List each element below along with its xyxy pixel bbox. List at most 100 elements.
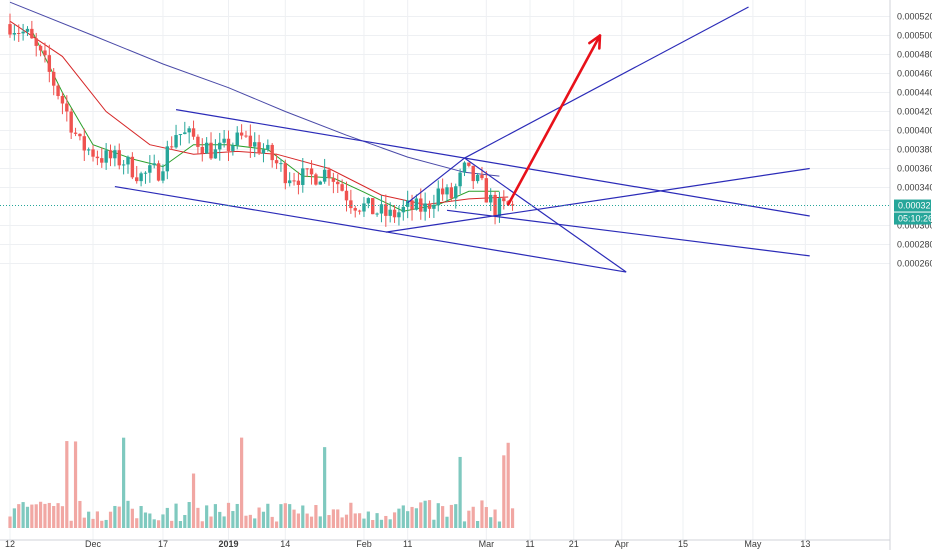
volume-bar — [305, 513, 309, 528]
volume-bar — [95, 511, 99, 528]
time-tick-label: 11 — [403, 539, 412, 549]
volume-bar — [510, 508, 515, 528]
candle-body — [266, 144, 270, 150]
candle-body — [21, 31, 25, 34]
volume-bar — [218, 511, 222, 528]
candle-body — [196, 136, 200, 147]
candle-body — [169, 146, 174, 148]
candle-body — [191, 128, 196, 137]
candle-body — [309, 168, 314, 175]
drawing-layer[interactable] — [0, 6, 890, 273]
time-tick-label: 13 — [800, 539, 810, 549]
volume-bar — [480, 500, 484, 528]
volume-bar — [191, 473, 196, 528]
volume-bar — [484, 507, 488, 528]
price-tick-label: 0.000280 — [897, 240, 932, 250]
candle-body — [108, 150, 113, 159]
candle-body — [60, 96, 65, 104]
price-axis[interactable]: 0.000520 0.000500 0.000480 0.000460 0.000440… — [889, 0, 932, 550]
target-arrow-head[interactable] — [588, 34, 602, 50]
time-axis[interactable]: 12 Dec 17 2019 14 Feb 11 Mar 11 21 Apr 15 May 13 — [0, 539, 890, 549]
volume-bar — [170, 520, 174, 528]
time-tick-label: 2019 — [218, 539, 238, 549]
trendline-wedge-left[interactable] — [407, 157, 465, 204]
volume-bar — [493, 509, 497, 528]
price-tick-label: 0.000360 — [897, 164, 932, 174]
trendline-projection[interactable] — [464, 6, 749, 159]
candle-body — [235, 132, 239, 146]
candle-body — [480, 174, 484, 179]
candle-body — [471, 165, 475, 182]
price-tick-label: 0.000300 — [897, 221, 932, 231]
volume-bar — [122, 437, 126, 528]
candle-body — [91, 149, 95, 157]
candle-body — [117, 150, 121, 166]
moving-average-line — [9, 20, 509, 206]
volume-bar — [366, 511, 370, 528]
volume-bar — [309, 516, 314, 528]
trendline-channel-bottom[interactable] — [114, 185, 627, 273]
candle-layer — [8, 13, 515, 227]
volume-bar — [113, 505, 117, 528]
trendline-channel-top[interactable] — [175, 109, 810, 217]
volume-bar — [375, 513, 379, 528]
volume-bar — [139, 506, 143, 528]
volume-bar — [183, 514, 187, 528]
candle-body — [82, 136, 86, 151]
volume-bar — [471, 506, 475, 528]
volume-bar — [449, 504, 453, 528]
volume-bar — [25, 506, 30, 528]
volume-bar — [87, 511, 91, 528]
trendline-wedge-right[interactable] — [464, 157, 627, 273]
time-tick-label: Apr — [615, 539, 629, 549]
candle-body — [353, 208, 357, 211]
candle-body — [375, 213, 379, 215]
volume-bar — [384, 515, 388, 528]
candle-body — [305, 168, 309, 170]
candle-body — [274, 160, 279, 164]
candle-body — [86, 149, 91, 151]
volume-layer — [8, 437, 515, 528]
volume-bar — [270, 516, 274, 528]
candle-body — [213, 149, 218, 159]
volume-bar — [43, 503, 47, 528]
time-tick-label: 21 — [569, 539, 579, 549]
volume-bar — [174, 503, 178, 528]
volume-bar — [427, 500, 432, 528]
candle-body — [410, 200, 414, 210]
volume-bar — [353, 513, 357, 528]
volume-bar — [248, 514, 252, 528]
price-tick-label: 0.000380 — [897, 145, 932, 155]
candle-body — [38, 45, 43, 51]
volume-bar — [65, 441, 69, 528]
volume-bar — [419, 502, 423, 528]
volume-bar — [21, 502, 25, 528]
time-tick-label: 14 — [280, 539, 290, 549]
candle-body — [432, 205, 436, 209]
candle-body — [384, 204, 388, 216]
volume-bar — [502, 455, 506, 528]
time-tick-label: Mar — [479, 539, 495, 549]
trendline-support-flat[interactable] — [446, 209, 810, 257]
candle-body — [301, 168, 305, 185]
last-price-label: 0.000321 — [898, 201, 932, 211]
candle-body — [30, 28, 34, 39]
candle-body — [226, 138, 231, 151]
candle-body — [366, 198, 371, 204]
candle-body — [484, 178, 489, 203]
candle-body — [283, 163, 288, 184]
candle-body — [344, 190, 349, 201]
candle-body — [161, 171, 165, 181]
candle-body — [340, 184, 344, 191]
time-tick-label: May — [744, 539, 762, 549]
candle-body — [8, 24, 12, 35]
trendline-rising-support[interactable] — [385, 167, 810, 233]
volume-bar — [261, 511, 266, 528]
price-tick-label: 0.000480 — [897, 50, 932, 60]
candle-body — [248, 135, 253, 147]
candle-body — [152, 163, 156, 166]
volume-bar — [161, 514, 165, 528]
volume-bar — [344, 514, 349, 528]
target-arrow-shaft[interactable] — [506, 34, 602, 206]
